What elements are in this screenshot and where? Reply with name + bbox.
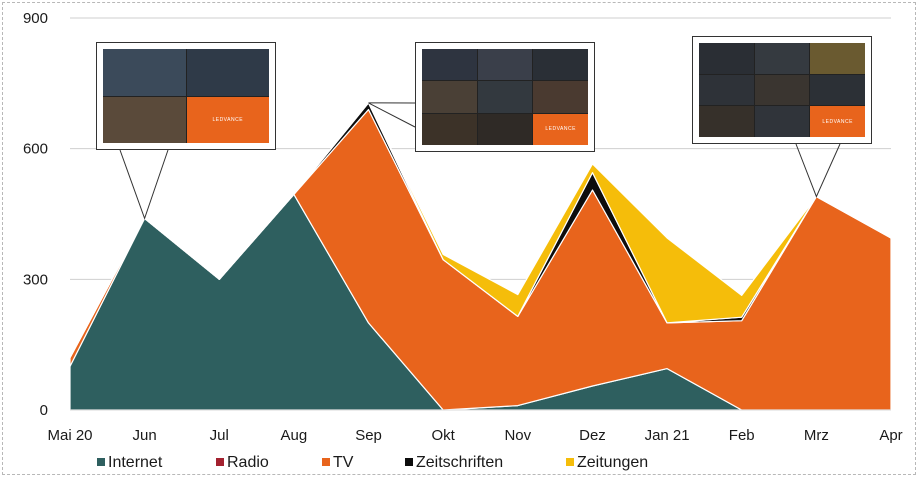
x-tick-label: Jul <box>210 427 229 444</box>
y-tick-label: 900 <box>23 10 48 27</box>
x-tick-label: Okt <box>432 427 456 444</box>
legend-swatch-tv <box>322 458 330 466</box>
x-tick-label: Jan 21 <box>645 427 690 444</box>
x-tick-label: Mai 20 <box>47 427 92 444</box>
legend-swatch-zeitungen <box>566 458 574 466</box>
x-tick-label: Aug <box>281 427 308 444</box>
callout-leader-line <box>795 143 841 198</box>
x-tick-label: Dez <box>579 427 606 444</box>
legend-swatch-radio <box>216 458 224 466</box>
legend-label: Zeitungen <box>577 454 648 471</box>
legend-label: TV <box>333 454 354 471</box>
x-tick-label: Jun <box>133 427 157 444</box>
area-zeitungen <box>69 102 892 359</box>
callout-thumbnail-mrz: LEDVANCE <box>692 36 872 144</box>
callout-thumbnail-sep: LEDVANCE <box>415 42 595 152</box>
x-tick-label: Nov <box>504 427 531 444</box>
callout-leader-line <box>119 149 169 220</box>
x-tick-label: Feb <box>729 427 755 444</box>
legend-swatch-zeitschriften <box>405 458 413 466</box>
callout-thumbnail-jun: LEDVANCE <box>96 42 276 150</box>
y-tick-label: 0 <box>40 402 48 419</box>
brand-logo-tile: LEDVANCE <box>186 96 269 143</box>
y-tick-label: 600 <box>23 141 48 158</box>
callout-leader-line <box>368 102 416 128</box>
legend-label: Radio <box>227 454 269 471</box>
legend-swatch-internet <box>97 458 105 466</box>
legend-label: Internet <box>108 454 163 471</box>
x-tick-label: Mrz <box>804 427 829 444</box>
brand-logo-tile: LEDVANCE <box>533 113 588 145</box>
x-tick-label: Sep <box>355 427 382 444</box>
legend-label: Zeitschriften <box>416 454 503 471</box>
x-tick-label: Apr <box>879 427 902 444</box>
brand-logo-tile: LEDVANCE <box>810 106 865 137</box>
y-tick-label: 300 <box>23 271 48 288</box>
